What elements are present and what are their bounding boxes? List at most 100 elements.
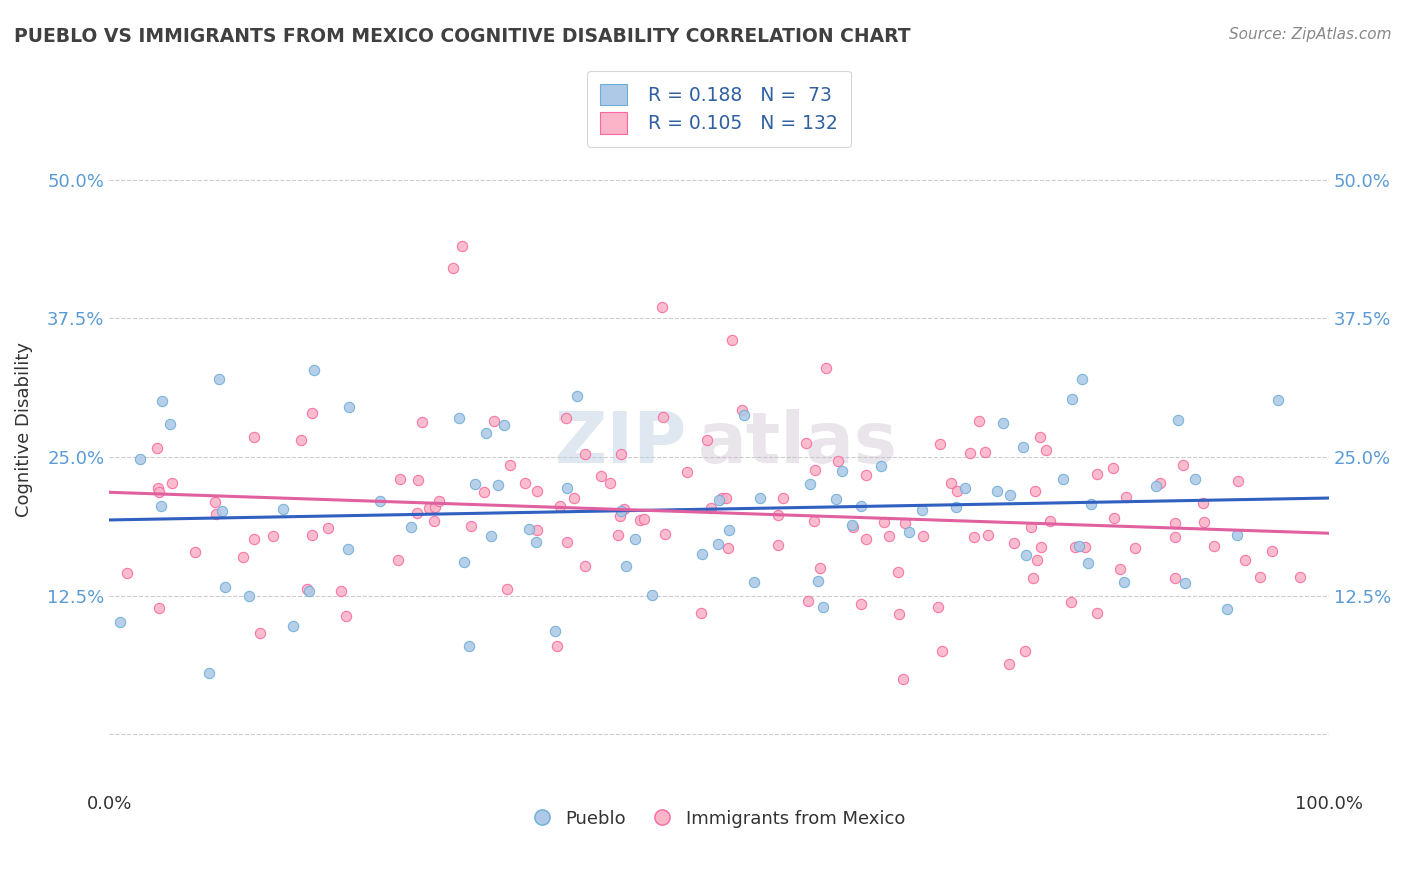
Point xyxy=(808,561,831,575)
Point xyxy=(281,618,304,632)
Point xyxy=(886,565,908,579)
Point xyxy=(1102,511,1125,525)
Point xyxy=(959,445,981,459)
Point xyxy=(1123,541,1146,556)
Point xyxy=(1164,516,1187,531)
Point xyxy=(482,414,505,428)
Point xyxy=(889,607,911,621)
Point xyxy=(986,483,1008,498)
Point xyxy=(453,555,475,569)
Point xyxy=(606,528,628,542)
Point xyxy=(894,516,917,530)
Point xyxy=(927,599,949,614)
Point xyxy=(1226,528,1249,542)
Point xyxy=(567,389,589,403)
Legend: Pueblo, Immigrants from Mexico: Pueblo, Immigrants from Mexico xyxy=(526,803,912,835)
Point xyxy=(546,639,568,653)
Point xyxy=(707,493,730,508)
Point xyxy=(515,475,537,490)
Point xyxy=(243,532,266,546)
Point xyxy=(562,491,585,505)
Point xyxy=(411,415,433,429)
Point xyxy=(1085,467,1108,481)
Point xyxy=(1080,497,1102,511)
Point xyxy=(796,593,818,607)
Point xyxy=(475,426,498,441)
Point xyxy=(1026,552,1049,566)
Point xyxy=(1000,488,1022,502)
Point xyxy=(1233,553,1256,567)
Point xyxy=(911,502,934,516)
Point xyxy=(831,464,853,478)
Point xyxy=(1101,461,1123,475)
Point xyxy=(941,476,963,491)
Point xyxy=(613,501,636,516)
Point xyxy=(946,483,969,498)
Point xyxy=(316,521,339,535)
Point xyxy=(262,529,284,543)
Point xyxy=(555,535,578,549)
Point xyxy=(205,507,228,521)
Point xyxy=(1108,562,1130,576)
Text: PUEBLO VS IMMIGRANTS FROM MEXICO COGNITIVE DISABILITY CORRELATION CHART: PUEBLO VS IMMIGRANTS FROM MEXICO COGNITI… xyxy=(14,27,911,45)
Point xyxy=(609,508,631,523)
Point xyxy=(1215,602,1237,616)
Point xyxy=(772,491,794,506)
Point xyxy=(1052,472,1074,486)
Point xyxy=(742,574,765,589)
Point xyxy=(1171,458,1194,472)
Point xyxy=(591,469,613,483)
Point xyxy=(1085,606,1108,620)
Point xyxy=(211,504,233,518)
Point xyxy=(953,481,976,495)
Point xyxy=(148,485,170,500)
Point xyxy=(517,522,540,536)
Point xyxy=(458,639,481,653)
Point xyxy=(1289,570,1312,584)
Point xyxy=(1112,575,1135,590)
Point xyxy=(624,532,647,546)
Point xyxy=(1194,515,1216,529)
Point xyxy=(388,472,411,486)
Point xyxy=(335,609,357,624)
Point xyxy=(748,491,770,505)
Point xyxy=(150,394,173,409)
Point xyxy=(198,666,221,681)
Point xyxy=(855,532,877,546)
Point xyxy=(1014,644,1036,658)
Point xyxy=(633,512,655,526)
Point xyxy=(1204,539,1226,553)
Point xyxy=(599,475,621,490)
Point xyxy=(208,371,231,385)
Point xyxy=(1164,571,1187,585)
Point xyxy=(654,527,676,541)
Point xyxy=(718,523,741,537)
Text: atlas: atlas xyxy=(699,409,898,478)
Point xyxy=(337,400,360,414)
Point xyxy=(329,584,352,599)
Point xyxy=(766,508,789,523)
Point xyxy=(1149,475,1171,490)
Point xyxy=(799,476,821,491)
Point xyxy=(441,261,464,276)
Point xyxy=(1249,570,1271,584)
Point xyxy=(1019,520,1042,534)
Point xyxy=(873,515,896,529)
Point xyxy=(641,588,664,602)
Point xyxy=(963,530,986,544)
Point xyxy=(146,441,169,455)
Point xyxy=(460,518,482,533)
Point xyxy=(1074,540,1097,554)
Point xyxy=(1164,531,1187,545)
Text: Source: ZipAtlas.com: Source: ZipAtlas.com xyxy=(1229,27,1392,42)
Point xyxy=(387,553,409,567)
Point xyxy=(628,513,651,527)
Point xyxy=(652,410,675,425)
Point xyxy=(526,483,548,498)
Point xyxy=(997,657,1019,671)
Point xyxy=(406,473,429,487)
Point xyxy=(827,454,849,468)
Point xyxy=(301,406,323,420)
Point xyxy=(1031,540,1053,554)
Point xyxy=(479,529,502,543)
